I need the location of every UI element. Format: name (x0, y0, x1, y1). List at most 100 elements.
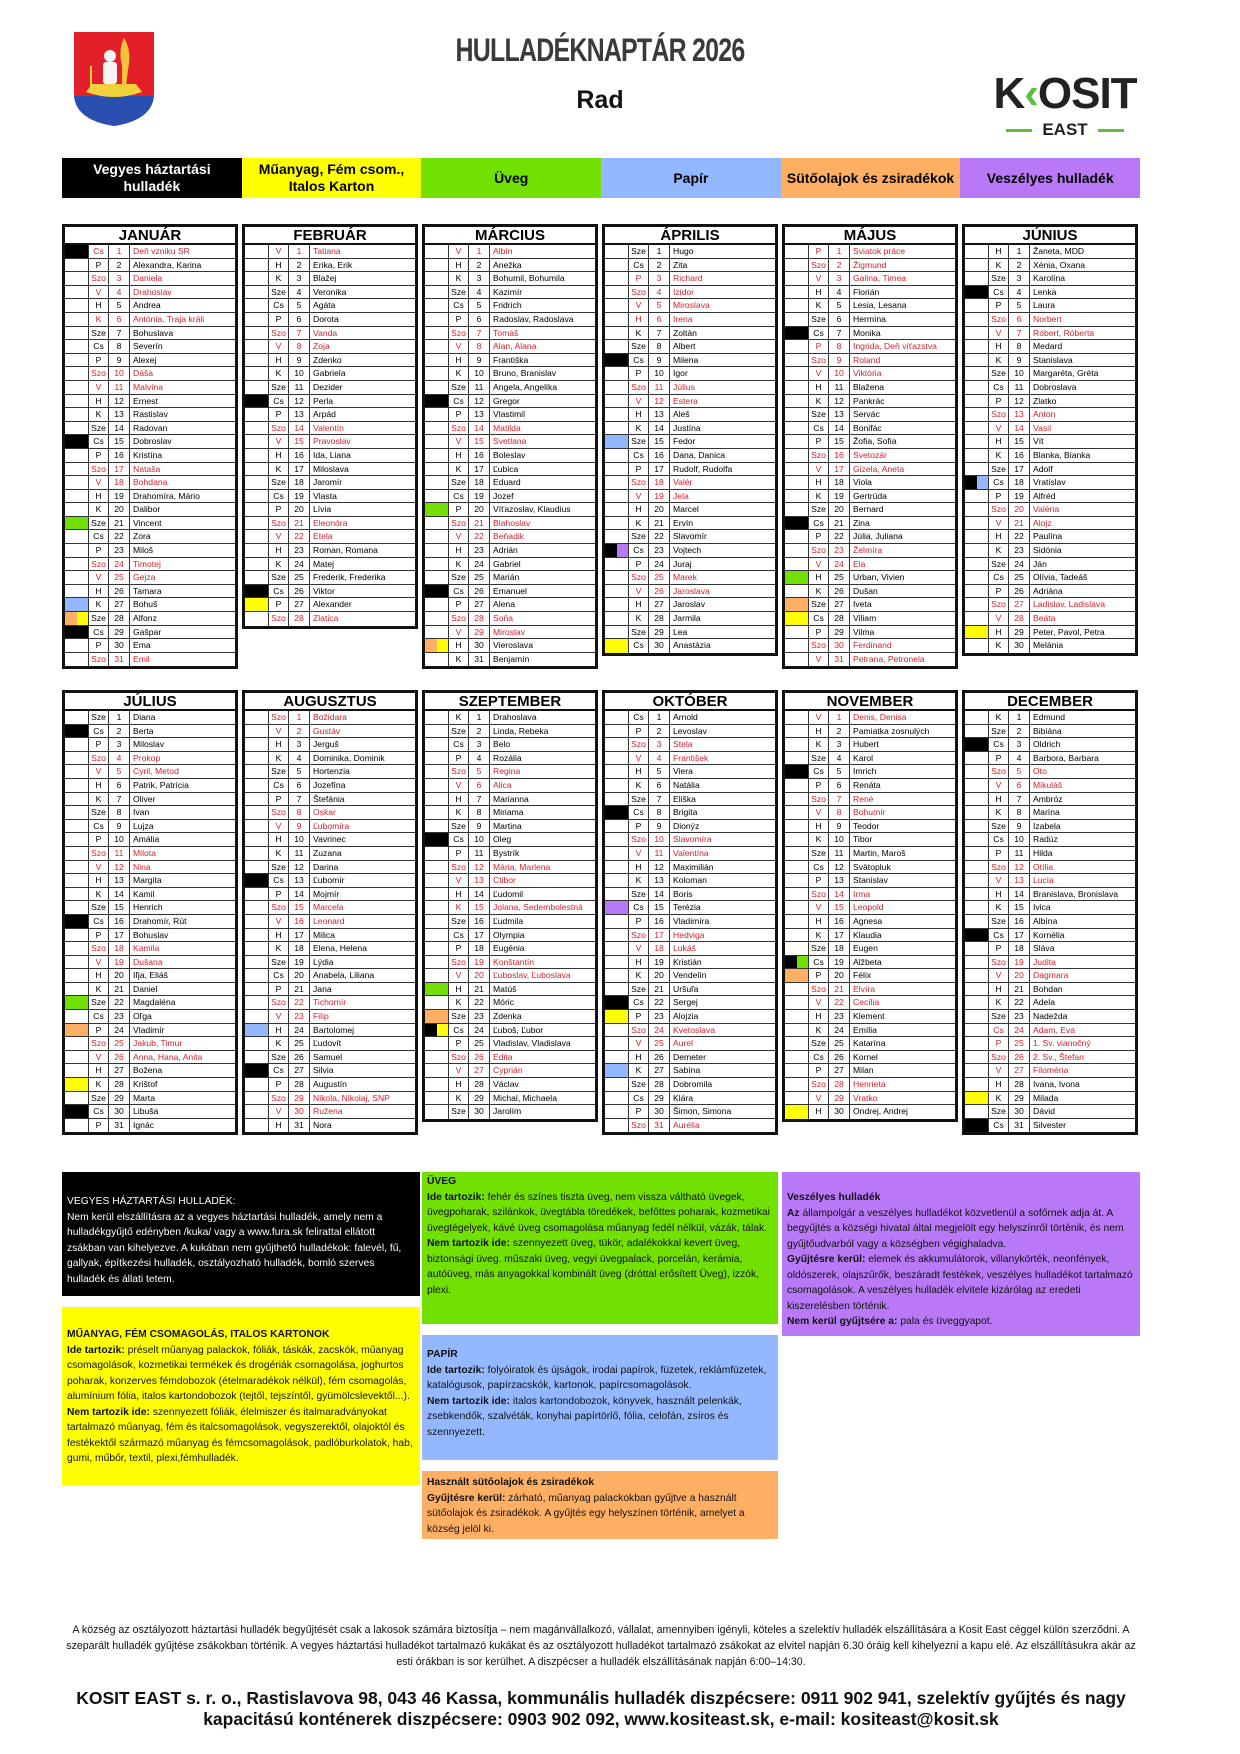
weekday: K (449, 806, 469, 819)
collection-o-marker (65, 1023, 88, 1037)
name-day: Vilma (853, 626, 875, 637)
name-day: Alena (493, 599, 515, 610)
day-row: V 18 Bohdana (65, 476, 235, 490)
month-title: NOVEMBER (785, 693, 955, 711)
day-number: 28 (109, 612, 130, 625)
weekday: K (269, 1037, 289, 1050)
day-number: 2 (289, 724, 310, 738)
collection-marker (425, 380, 449, 394)
municipality-crest (72, 30, 156, 128)
day-number: 6 (829, 312, 850, 326)
collection-marker (605, 408, 629, 421)
day-number: 29 (649, 625, 670, 639)
collection-marker (425, 408, 449, 421)
day-number: 22 (829, 530, 850, 544)
weekday: Sze (269, 860, 289, 874)
name-day: Matilda (493, 422, 521, 433)
day-row: H 9 Zdenko (245, 353, 415, 368)
collection-marker (605, 751, 629, 765)
collection-marker (245, 380, 269, 394)
weekday: K (449, 272, 469, 285)
collection-marker (65, 928, 89, 942)
day-row: H 2 Erika, Erik (245, 258, 415, 273)
weekday: H (89, 394, 109, 408)
day-row: P 10 Igor (605, 367, 775, 381)
name-day: Prokop (133, 752, 161, 763)
collection-marker (965, 340, 989, 353)
day-row: Sze 1 Diana (65, 711, 235, 725)
day-number: 6 (1009, 778, 1030, 792)
weekday: K (629, 612, 649, 625)
collection-marker (245, 340, 269, 353)
weekday: P (89, 928, 109, 942)
day-number: 26 (649, 584, 670, 598)
day-row: Cs 12 Perla (245, 394, 415, 409)
weekday: P (989, 394, 1009, 408)
info-title: VEGYES HÁZTARTÁSI HULLADÉK: (67, 1196, 236, 1207)
day-number: 10 (649, 367, 670, 380)
collection-marker (965, 914, 989, 928)
day-number: 28 (289, 612, 310, 626)
name-day: Jaromír (313, 477, 343, 488)
info-text: állampolgár a veszélyes hulladékot közve… (787, 1207, 1124, 1250)
name-day: Jerguš (313, 739, 339, 750)
weekday: K (449, 652, 469, 667)
day-row: Szo 4 Izidor (605, 285, 775, 300)
name-day: Ľubica (493, 463, 519, 474)
day-row: Szo 23 Želmíra (785, 544, 955, 558)
collection-marker (785, 544, 809, 557)
name-day: Justína (673, 422, 701, 433)
weekday: Cs (809, 765, 829, 778)
weekday: H (269, 833, 289, 846)
day-row: H 4 Florián (785, 285, 955, 300)
name-day: Sviatok práce (853, 246, 906, 256)
collection-marker (65, 914, 89, 928)
day-number: 14 (469, 887, 490, 901)
collection-marker (605, 1010, 629, 1023)
name-day: Emanuel (493, 585, 527, 596)
name-day: Zuzana (313, 847, 342, 858)
name-day: Alojzia (673, 1011, 699, 1022)
weekday: Sze (269, 955, 289, 969)
collection-marker (965, 1105, 989, 1118)
collection-marker (245, 584, 269, 598)
weekday: P (809, 625, 829, 639)
weekday: H (809, 571, 829, 584)
weekday: P (989, 299, 1009, 312)
name-day: Stanislav (853, 875, 888, 886)
weekday: V (449, 1064, 469, 1078)
name-day: Milena (673, 354, 699, 365)
month-title: SZEPTEMBER (425, 693, 595, 711)
collection-marker (245, 326, 269, 340)
weekday: P (989, 584, 1009, 598)
weekday: V (89, 476, 109, 489)
day-number: 2 (1009, 724, 1030, 738)
name-day: Vratko (853, 1092, 878, 1103)
day-row: H 26 Tamara (65, 584, 235, 599)
info-label: Ide tartozik: (427, 1191, 485, 1203)
day-row: H 26 Demeter (605, 1050, 775, 1065)
collection-marker (65, 258, 89, 272)
day-row: H 13 Margita (65, 874, 235, 888)
day-row: P 13 Vlastimil (425, 408, 595, 422)
name-day: Martin, Maroš (853, 847, 906, 858)
collection-marker (785, 367, 809, 380)
collection-marker (965, 1078, 989, 1091)
collection-marker (425, 833, 449, 846)
weekday: K (269, 462, 289, 476)
day-row: P 27 Alena (425, 598, 595, 613)
day-number: 4 (829, 751, 850, 765)
collection-marker (605, 942, 629, 955)
month-title: JÚNIUS (965, 227, 1135, 245)
collection-marker (425, 751, 449, 765)
day-number: 1 (1009, 245, 1030, 258)
name-day: Adriána (1033, 585, 1063, 596)
day-number: 16 (1009, 914, 1030, 928)
day-row: H 6 Patrik, Patrícia (65, 778, 235, 793)
name-day: Hubert (853, 739, 879, 750)
collection-marker (245, 503, 269, 516)
collection-marker (605, 530, 629, 544)
weekday: P (809, 1064, 829, 1078)
collection-k-marker (425, 584, 448, 598)
collection-marker (245, 312, 269, 326)
